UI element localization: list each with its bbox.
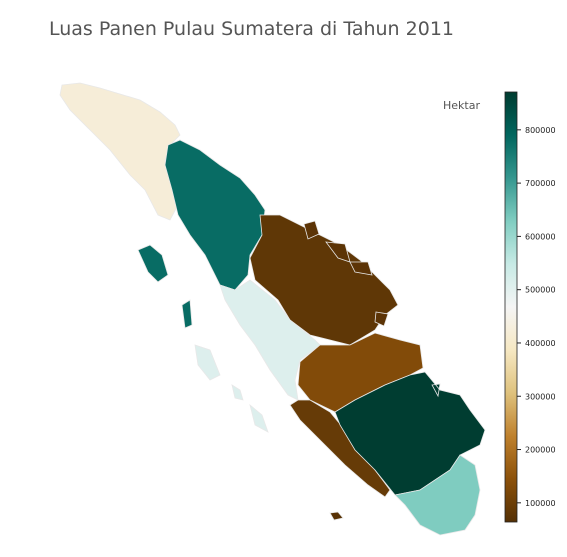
region <box>59 82 181 221</box>
map-title: Luas Panen Pulau Sumatera di Tahun 2011 <box>49 18 454 40</box>
region <box>334 371 486 496</box>
region <box>289 399 391 498</box>
colorbar-tick-label: 600000 <box>525 232 556 241</box>
colorbar-tick-label: 100000 <box>525 499 556 508</box>
region <box>194 279 321 433</box>
colorbar <box>504 91 518 523</box>
colorbar-tick-label: 400000 <box>525 339 556 348</box>
colorbar-tick-label: 300000 <box>525 392 556 401</box>
colorbar-tick-label: 200000 <box>525 446 556 455</box>
colorbar-label: Hektar <box>443 99 480 112</box>
region <box>329 511 344 521</box>
colorbar-tick-label: 800000 <box>525 126 556 135</box>
colorbar-tick-label: 700000 <box>525 179 556 188</box>
region <box>394 454 481 536</box>
region <box>137 139 266 329</box>
region <box>303 220 389 327</box>
colorbar-tick-label: 500000 <box>525 286 556 295</box>
